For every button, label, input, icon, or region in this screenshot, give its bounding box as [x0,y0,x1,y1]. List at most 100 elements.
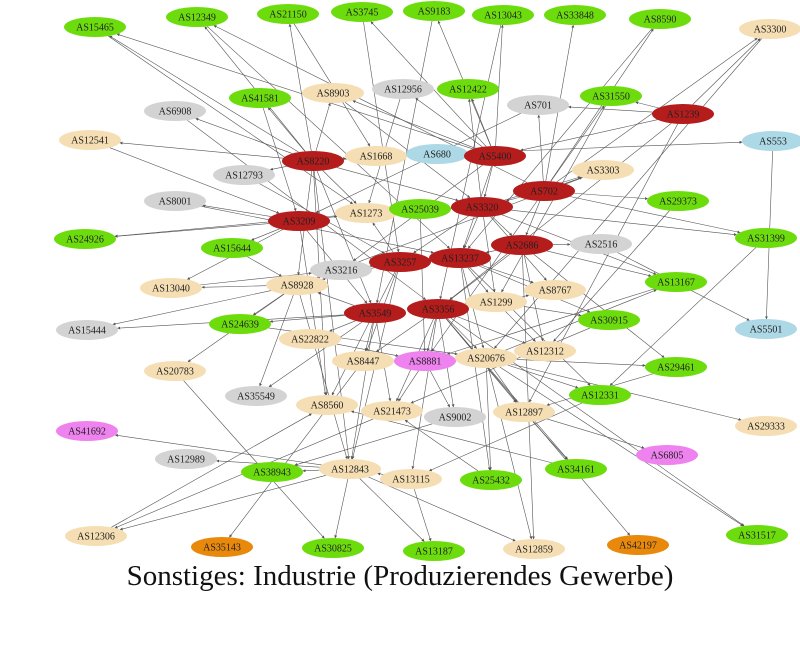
node-as38943: AS38943 [241,462,303,482]
node-ellipse [491,235,553,255]
node-as24926: AS24926 [54,229,116,249]
edge-as3209-as24926 [114,223,270,238]
node-label: AS3209 [283,217,316,228]
edge-as13237-as8767 [481,264,534,284]
node-label: AS3303 [587,166,620,177]
edge-as8001-as13237 [201,205,434,254]
node-ellipse [742,131,800,151]
edge-as8220-as3549 [316,170,372,304]
node-as8447: AS8447 [332,351,394,371]
edge-as3549-as22822 [329,320,356,332]
node-as29373: AS29373 [647,191,709,211]
node-as1668: AS1668 [345,146,407,166]
edge-as3549-as8928 [317,291,355,306]
node-as8590: AS8590 [629,9,691,29]
node-label: AS29373 [659,197,697,208]
edge-as15465-as1273 [108,35,354,205]
node-ellipse [647,191,709,211]
node-label: AS3549 [359,309,392,320]
edge-as15644-as8928 [247,256,282,277]
node-as25432: AS25432 [460,470,522,490]
node-as3257: AS3257 [369,252,431,272]
edge-as702-as8881 [431,200,538,352]
node-ellipse [56,320,118,340]
edge-as1299-as8767 [522,294,530,298]
diagram-caption: Sonstiges: Industrie (Produzierendes Gew… [126,560,674,592]
node-label: AS15644 [213,244,251,255]
node-label: AS31550 [592,92,630,103]
edge-as12897-as34161 [532,421,568,460]
node-label: AS12541 [71,136,109,147]
edge-as12843-as41692 [114,433,322,466]
node-label: AS42197 [619,541,657,552]
node-label: AS1299 [480,298,513,309]
node-label: AS31399 [747,234,785,245]
node-label: AS680 [423,150,451,161]
edge-as12897-as6805 [546,418,645,449]
edge-as2686-as13167 [546,250,652,277]
edge-as3209-as8001 [202,204,272,217]
node-as15465: AS15465 [64,17,126,37]
node-as22822: AS22822 [279,329,341,349]
node-as8928: AS8928 [266,275,328,295]
edge-as12541-as3209 [109,147,280,214]
node-as21473: AS21473 [361,401,423,421]
node-label: AS35143 [203,543,241,554]
node-as2686: AS2686 [491,235,553,255]
node-ellipse [166,7,228,27]
node-label: AS33848 [556,11,594,22]
node-label: AS553 [759,137,787,148]
edge-as20783-as30825 [183,380,325,539]
node-as3745: AS3745 [331,2,393,22]
node-label: AS30825 [314,544,352,555]
edge-as3549-as8447 [364,322,373,352]
edge-as3257-as1273 [372,222,394,253]
node-ellipse [310,260,372,280]
node-label: AS12843 [331,465,369,476]
node-label: AS5400 [479,152,512,163]
node-label: AS3745 [346,8,379,19]
node-label: AS30915 [590,316,628,327]
node-label: AS702 [530,187,558,198]
node-label: AS41581 [241,94,279,105]
node-label: AS3257 [384,258,417,269]
node-label: AS8928 [281,281,314,292]
node-as8220: AS8220 [282,151,344,171]
edge-as22822-as8881 [336,343,399,357]
edge-as702-as3303 [564,176,583,184]
edge-as3356-as13115 [411,318,437,470]
edge-as3320-as31399 [511,209,737,236]
node-label: AS35549 [237,392,275,403]
edge-as3356-as20676 [447,318,477,349]
node-as12306: AS12306 [65,526,127,546]
node-label: AS12989 [167,455,205,466]
node-label: AS25432 [472,476,510,487]
edge-as702-as2686 [525,200,541,236]
node-label: AS1668 [360,152,393,163]
node-label: AS3216 [325,266,358,277]
node-ellipse [229,88,291,108]
node-ellipse [372,79,434,99]
edge-as8928-as24639 [252,293,284,316]
edge-as20676-as12859 [488,367,533,540]
edge-as8928-as15444 [112,290,272,326]
node-ellipse [513,181,575,201]
node-ellipse [144,361,206,381]
edge-as5400-as12956 [415,97,483,148]
node-label: AS8447 [347,357,380,368]
node-as680: AS680 [406,144,468,164]
edge-as8220-as21150 [288,23,312,152]
edge-as2686-as13237 [485,250,497,254]
edge-as12331-as13115 [428,402,582,472]
node-ellipse [266,275,328,295]
node-ellipse [268,211,330,231]
edge-as5400-as13043 [495,24,504,147]
edge-as12306-as8560 [111,413,312,528]
node-as21150: AS21150 [257,4,319,24]
node-ellipse [64,17,126,37]
edge-as8220-as6908 [195,117,293,154]
edge-as29373-as12312 [553,210,670,342]
node-ellipse [389,199,451,219]
node-as12956: AS12956 [372,79,434,99]
edge-as13115-as12843 [377,472,384,476]
